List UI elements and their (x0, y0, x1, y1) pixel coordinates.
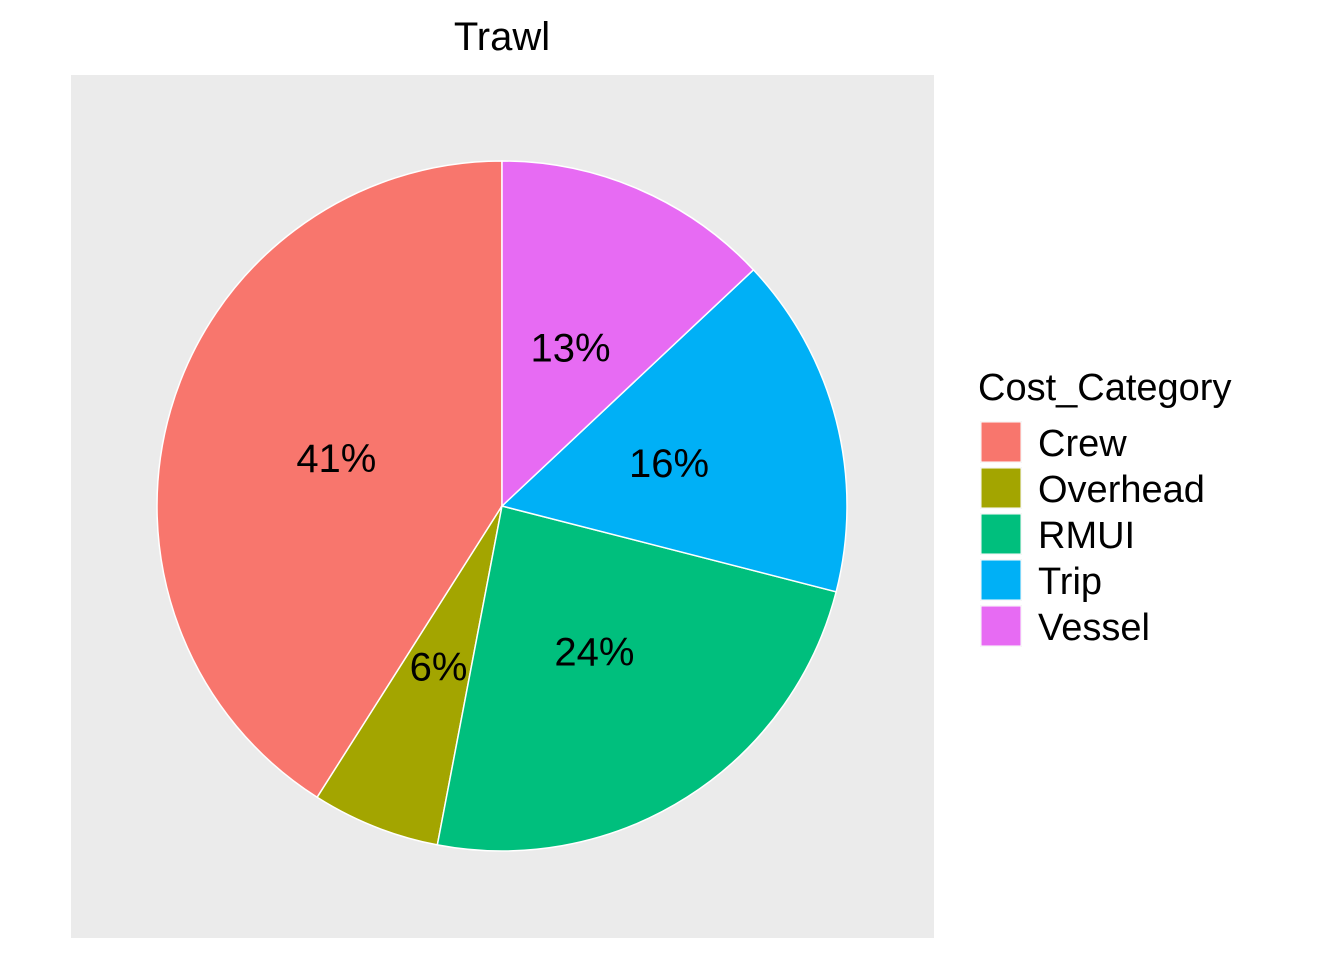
legend-label-vessel: Vessel (1038, 607, 1150, 649)
legend-swatch-vessel (980, 605, 1022, 647)
slice-label-rmui: 24% (554, 631, 634, 675)
slice-label-trip: 16% (629, 442, 709, 486)
legend-swatch-overhead (980, 467, 1022, 509)
chart-title: Trawl (454, 15, 550, 59)
legend-swatch-crew (980, 421, 1022, 463)
pie-slice-vessel (501, 160, 755, 508)
pie-slice-trip (500, 268, 848, 593)
slice-label-overhead: 6% (410, 645, 468, 689)
legend-label-rmui: RMUI (1038, 515, 1135, 557)
pie-slice-overhead (316, 505, 503, 846)
legend-swatch-trip (980, 559, 1022, 601)
legend-title: Cost_Category (978, 367, 1231, 409)
legend-swatch-rmui (980, 513, 1022, 555)
legend-label-trip: Trip (1038, 561, 1102, 603)
slice-label-vessel: 13% (530, 327, 610, 371)
pie-slice-rmui (436, 505, 838, 852)
pie-slice-crew (156, 160, 503, 799)
pie-slices (156, 160, 848, 852)
pie-slice-labels: 41% 6% 24% 16% 13% (296, 327, 709, 690)
legend-label-crew: Crew (1038, 423, 1127, 465)
slice-label-crew: 41% (296, 437, 376, 481)
legend-label-overhead: Overhead (1038, 469, 1205, 511)
